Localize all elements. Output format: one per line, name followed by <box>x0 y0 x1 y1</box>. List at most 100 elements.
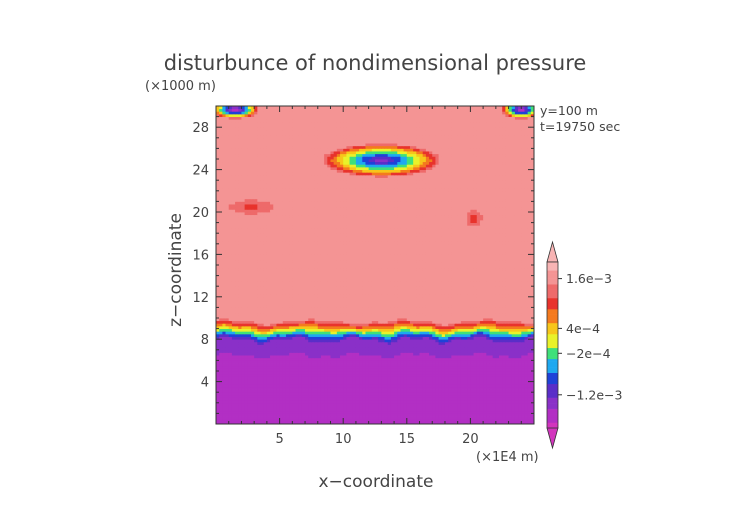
heatmap-cell <box>429 408 433 412</box>
heatmap-cell <box>429 363 433 367</box>
heatmap-cell <box>317 416 322 420</box>
heatmap-cell <box>397 294 401 298</box>
heatmap-cell <box>444 408 449 412</box>
heatmap-cell <box>416 376 420 380</box>
heatmap-cell <box>400 405 405 409</box>
heatmap-cell <box>505 381 509 385</box>
heatmap-cell <box>441 304 446 308</box>
heatmap-cell <box>295 381 300 385</box>
heatmap-cell <box>505 333 509 337</box>
heatmap-cell <box>483 363 487 367</box>
heatmap-cell <box>409 352 414 356</box>
heatmap-cell <box>289 341 293 345</box>
heatmap-cell <box>499 363 503 367</box>
heatmap-cell <box>352 373 357 377</box>
heatmap-cell <box>403 381 408 385</box>
heatmap-cell <box>305 386 309 390</box>
heatmap-cell <box>336 315 341 319</box>
heatmap-cell <box>260 418 265 422</box>
heatmap-cell <box>511 352 516 356</box>
heatmap-cell <box>479 410 484 414</box>
heatmap-cell <box>521 410 525 414</box>
heatmap-cell <box>327 408 331 412</box>
heatmap-cell <box>311 331 315 335</box>
heatmap-cell <box>295 357 300 361</box>
heatmap-cell <box>352 413 357 417</box>
heatmap-cell <box>365 405 370 409</box>
heatmap-cell <box>333 384 338 388</box>
heatmap-cell <box>260 331 265 335</box>
heatmap-cell <box>270 376 274 380</box>
heatmap-cell <box>241 320 246 324</box>
heatmap-cell <box>257 355 261 359</box>
heatmap-cell <box>502 328 506 332</box>
heatmap-cell <box>359 371 363 375</box>
heatmap-cell <box>276 368 280 372</box>
heatmap-cell <box>336 392 341 396</box>
heatmap-cell <box>235 323 239 327</box>
heatmap-cell <box>235 384 239 388</box>
heatmap-cell <box>279 373 284 377</box>
heatmap-cell <box>499 349 503 353</box>
heatmap-cell <box>492 315 497 319</box>
heatmap-cell <box>464 323 468 327</box>
heatmap-cell <box>429 341 433 345</box>
heatmap-cell <box>266 341 271 345</box>
heatmap-cell <box>457 410 462 414</box>
heatmap-cell <box>247 323 252 327</box>
heatmap-cell <box>505 392 509 396</box>
heatmap-cell <box>225 408 230 412</box>
heatmap-cell <box>530 402 535 406</box>
heatmap-cell <box>448 344 452 348</box>
heatmap-cell <box>406 392 411 396</box>
heatmap-cell <box>527 355 532 359</box>
heatmap-cell <box>400 320 405 324</box>
heatmap-cell <box>508 408 513 412</box>
heatmap-cell <box>438 296 443 300</box>
heatmap-cell <box>355 360 360 364</box>
heatmap-cell <box>371 405 376 409</box>
heatmap-cell <box>349 373 354 377</box>
heatmap-cell <box>343 294 347 298</box>
heatmap-cell <box>219 307 223 311</box>
heatmap-cell <box>228 339 233 343</box>
heatmap-cell <box>406 333 411 337</box>
heatmap-cell <box>375 381 379 385</box>
heatmap-cell <box>502 365 506 369</box>
heatmap-cell <box>282 389 287 393</box>
heatmap-cell <box>324 349 328 353</box>
heatmap-cell <box>301 386 306 390</box>
heatmap-cell <box>330 371 335 375</box>
heatmap-cell <box>260 386 265 390</box>
heatmap-cell <box>285 368 290 372</box>
heatmap-cell <box>508 392 513 396</box>
heatmap-cell <box>244 384 249 388</box>
heatmap-cell <box>263 371 268 375</box>
heatmap-cell <box>530 389 535 393</box>
heatmap-cell <box>247 421 252 425</box>
heatmap-cell <box>276 328 280 332</box>
heatmap-cell <box>301 352 306 356</box>
heatmap-cell <box>499 339 503 343</box>
heatmap-cell <box>343 421 347 425</box>
heatmap-cell <box>489 328 494 332</box>
heatmap-cell <box>390 416 395 420</box>
heatmap-cell <box>333 363 338 367</box>
heatmap-cell <box>362 363 366 367</box>
heatmap-cell <box>324 394 328 398</box>
heatmap-cell <box>483 323 487 327</box>
heatmap-cell <box>409 392 414 396</box>
heatmap-cell <box>473 408 478 412</box>
heatmap-cell <box>502 402 506 406</box>
heatmap-cell <box>505 368 509 372</box>
heatmap-cell <box>257 325 261 329</box>
heatmap-cell <box>530 408 535 412</box>
heatmap-cell <box>502 323 506 327</box>
heatmap-cell <box>368 307 373 311</box>
heatmap-cell <box>381 336 385 340</box>
heatmap-cell <box>444 421 449 425</box>
heatmap-cell <box>406 304 411 308</box>
heatmap-cell <box>324 365 328 369</box>
heatmap-cell <box>228 363 233 367</box>
heatmap-cell <box>486 323 490 327</box>
